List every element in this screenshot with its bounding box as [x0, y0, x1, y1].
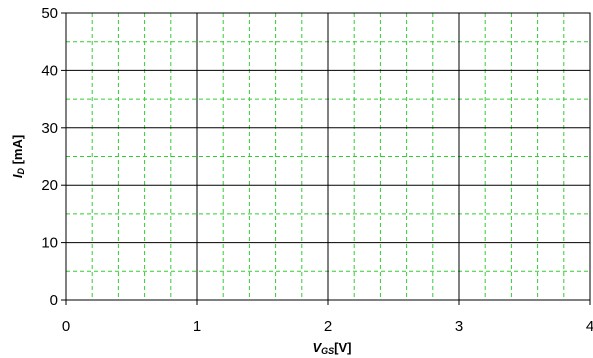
x-tick-label: 2	[324, 318, 332, 335]
y-tick-labels: 0 10 20 30 40 50	[41, 5, 66, 309]
y-tick-label: 20	[41, 177, 58, 194]
x-tick-label: 4	[586, 318, 593, 335]
x-axis-subscript: GS	[321, 346, 334, 356]
x-tick-label: 0	[62, 318, 70, 335]
x-axis-unit: [V]	[334, 340, 351, 355]
major-grid	[66, 13, 590, 300]
y-tick-label: 10	[41, 235, 58, 252]
y-axis-symbol: I	[10, 174, 25, 178]
y-tick-label: 40	[41, 62, 58, 79]
y-axis-subscript: D	[16, 168, 26, 175]
x-tick-label: 3	[455, 318, 463, 335]
y-axis-unit: [mA]	[10, 135, 25, 168]
y-axis-label: ID [mA]	[10, 135, 26, 178]
y-tick-label: 50	[41, 5, 58, 22]
y-tick-label: 30	[41, 120, 58, 137]
y-tick-label: 0	[50, 292, 58, 309]
x-axis-label: VGS[V]	[312, 340, 351, 356]
x-tick-labels: 0 1 2 3 4	[62, 300, 593, 335]
x-axis-symbol: V	[312, 340, 322, 355]
x-tick-label: 1	[193, 318, 201, 335]
